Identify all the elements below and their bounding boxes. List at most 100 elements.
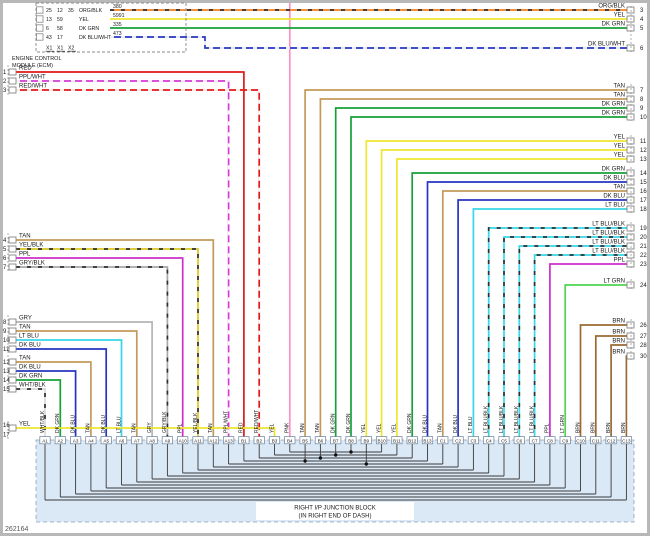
- right-pin-number: 19: [640, 226, 647, 232]
- junction-wire-label: LT BLU/BLK: [529, 405, 535, 433]
- left-pin-box: [8, 367, 17, 375]
- wire-color-label: DK GRN: [19, 374, 42, 380]
- left-pin-number: 3: [3, 88, 7, 94]
- right-pin-box: [626, 196, 635, 204]
- wire-color-label: BRN: [612, 330, 625, 336]
- ecm-pin-number: 25: [46, 8, 52, 14]
- junction-wire-label: DK GRN: [346, 413, 352, 433]
- wire-color-label: DK GRN: [602, 102, 625, 108]
- wire-left-4: [16, 239, 215, 440]
- junction-wire-label: DK BLU: [101, 415, 107, 433]
- right-pin-number: 5: [640, 26, 644, 32]
- junction-pin-code: C10: [576, 438, 585, 443]
- wire-color-label: YEL: [614, 153, 626, 159]
- junction-pin-code: C13: [622, 438, 631, 443]
- left-pin-box: [8, 86, 17, 94]
- wire-left-13: [16, 370, 77, 440]
- wire-color-label: TAN: [613, 84, 625, 90]
- right-pin-box: [626, 281, 635, 289]
- junction-wire-label: DK BLU: [453, 415, 459, 433]
- wire-color-label: DK GRN: [602, 111, 625, 117]
- ecm-pin-number: 13: [46, 17, 52, 23]
- right-pin-box: [626, 24, 635, 32]
- junction-wire-label: YEL: [376, 423, 382, 433]
- wire-color-label: DK BLU: [19, 343, 41, 349]
- left-pin-box: [8, 376, 17, 384]
- junction-pin-box: [513, 436, 525, 445]
- wire-left-8: [16, 321, 153, 440]
- wire-color-label: DK BLU: [603, 176, 625, 182]
- left-pin-box: [8, 68, 17, 76]
- junction-pin-code: C11: [592, 438, 601, 443]
- junction-pin-box: [253, 436, 265, 445]
- left-pin-number: 12: [3, 360, 10, 366]
- junction-pin-box: [100, 436, 112, 445]
- junction-pin-code: C9: [562, 438, 568, 443]
- right-pin-box: [626, 321, 635, 329]
- wire-color-label: BRN: [612, 319, 625, 325]
- junction-pin-code: B7: [333, 438, 339, 443]
- ecm-pin-number: 58: [57, 26, 63, 32]
- ecm-label: MODULE (ECM): [12, 63, 53, 69]
- junction-pin-code: C5: [501, 438, 507, 443]
- junction-pin-code: A13: [225, 438, 234, 443]
- wire-right-24: [564, 284, 627, 440]
- ecm-circuit-number: 380: [113, 4, 122, 10]
- junction-pin-code: B5: [302, 438, 308, 443]
- junction-wire-label: LT BLU: [116, 416, 122, 433]
- wire-color-label: BRN: [612, 339, 625, 345]
- left-pin-box: [8, 424, 17, 432]
- junction-wire-label: YEL/BLK: [193, 412, 199, 433]
- junction-wire-label: RED: [239, 422, 245, 433]
- right-pin-number: 6: [640, 46, 644, 52]
- right-pin-box: [626, 352, 635, 360]
- junction-pin-box: [360, 436, 372, 445]
- junction-pin-box: [54, 436, 66, 445]
- junction-pin-box: [299, 436, 311, 445]
- wire-right-20-stripe: [503, 236, 627, 440]
- junction-wire-label: TAN: [315, 423, 321, 433]
- left-pin-number: 4: [3, 238, 7, 244]
- wire-color-label: DK BLU/WHT: [588, 42, 625, 48]
- wire-color-label: LT BLU/BLK: [592, 231, 625, 237]
- junction-wire-label: LT BLU/BLK: [514, 405, 520, 433]
- junction-label: (IN RIGHT END OF DASH): [299, 514, 372, 520]
- wire-right-15: [426, 181, 627, 440]
- junction-pin-code: B8: [348, 438, 354, 443]
- ecm-box: [35, 2, 187, 53]
- wire-color-label: TAN: [613, 185, 625, 191]
- junction-wire-label: GRY/BLK: [162, 411, 168, 433]
- junction-pin-code: C12: [607, 438, 616, 443]
- junction-pin-code: A5: [103, 438, 109, 443]
- junction-pin-code: C4: [486, 438, 492, 443]
- junction-wire-label: PPL: [178, 423, 184, 433]
- junction-pin-box: [330, 436, 342, 445]
- junction-pin-box: [177, 436, 189, 445]
- ecm-pin-number: 17: [57, 35, 63, 41]
- wire-right-19-stripe: [487, 227, 627, 440]
- left-pin-number: 16: [3, 423, 10, 429]
- wire-color-label: ORG/BLK: [598, 4, 625, 10]
- junction-pin-box: [483, 436, 495, 445]
- wire-left-5-stripe: [16, 248, 199, 440]
- wire-right-11: [365, 140, 627, 440]
- right-pin-number: 27: [640, 334, 647, 340]
- right-pin-number: 7: [640, 88, 644, 94]
- junction-dot: [349, 450, 353, 454]
- left-pin-number: 2: [3, 79, 7, 85]
- junction-pin-box: [131, 436, 143, 445]
- wire-left-15: [16, 388, 46, 440]
- wire-left-11: [16, 348, 108, 440]
- junction-pin-box: [146, 436, 158, 445]
- junction-wire-label: LT BLU/BLK: [499, 405, 505, 433]
- junction-pin-box: [375, 436, 388, 445]
- wire-right-18: [472, 208, 627, 440]
- wire-left-10: [16, 339, 123, 440]
- left-pin-box: [8, 327, 17, 335]
- wire-color-label: RED: [19, 66, 32, 72]
- junction-wire-label: DK GRN: [407, 413, 413, 433]
- right-pin-box: [626, 113, 635, 121]
- junction-label-bg: [256, 502, 414, 520]
- right-pin-box: [626, 86, 635, 94]
